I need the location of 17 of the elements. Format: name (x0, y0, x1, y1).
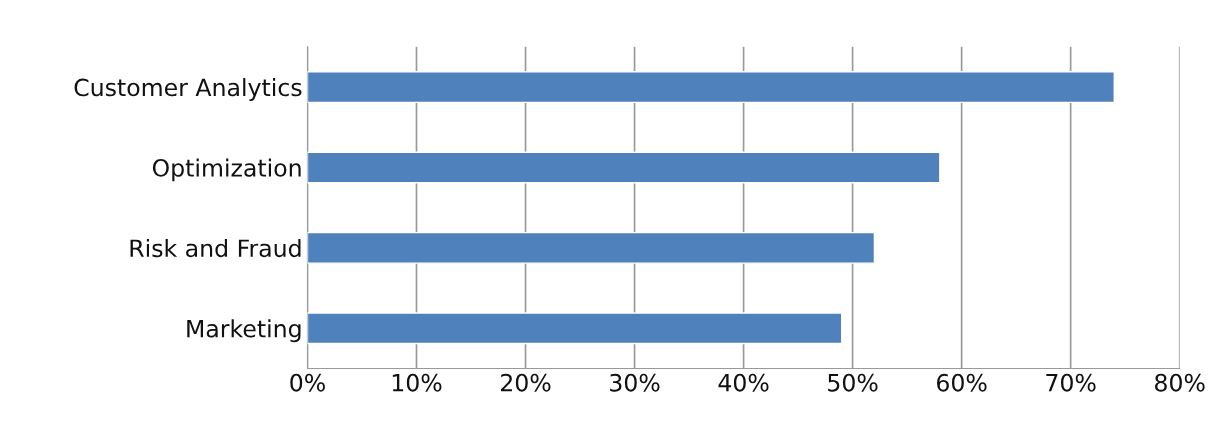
x-tick-label: 50% (828, 373, 878, 392)
y-tick-label: Risk and Fraud (130, 238, 301, 258)
x-tick-label: 60% (937, 373, 987, 392)
x-tick-label: 40% (718, 373, 769, 392)
bar (307, 151, 941, 184)
bar (307, 231, 876, 264)
x-tick-label: 0% (290, 373, 325, 392)
x-tick-label: 30% (610, 373, 660, 392)
y-tick-label: Customer Analytics (74, 78, 302, 101)
x-tick-label: 70% (1046, 373, 1096, 392)
x-tick-label: 80% (1155, 373, 1205, 392)
bar (307, 71, 1115, 104)
x-tick-label: 20% (501, 373, 551, 392)
bar (307, 312, 843, 345)
x-tick-label: 10% (392, 373, 442, 392)
y-tick-label: Optimization (152, 158, 301, 182)
y-tick-label: Marketing (187, 319, 301, 343)
